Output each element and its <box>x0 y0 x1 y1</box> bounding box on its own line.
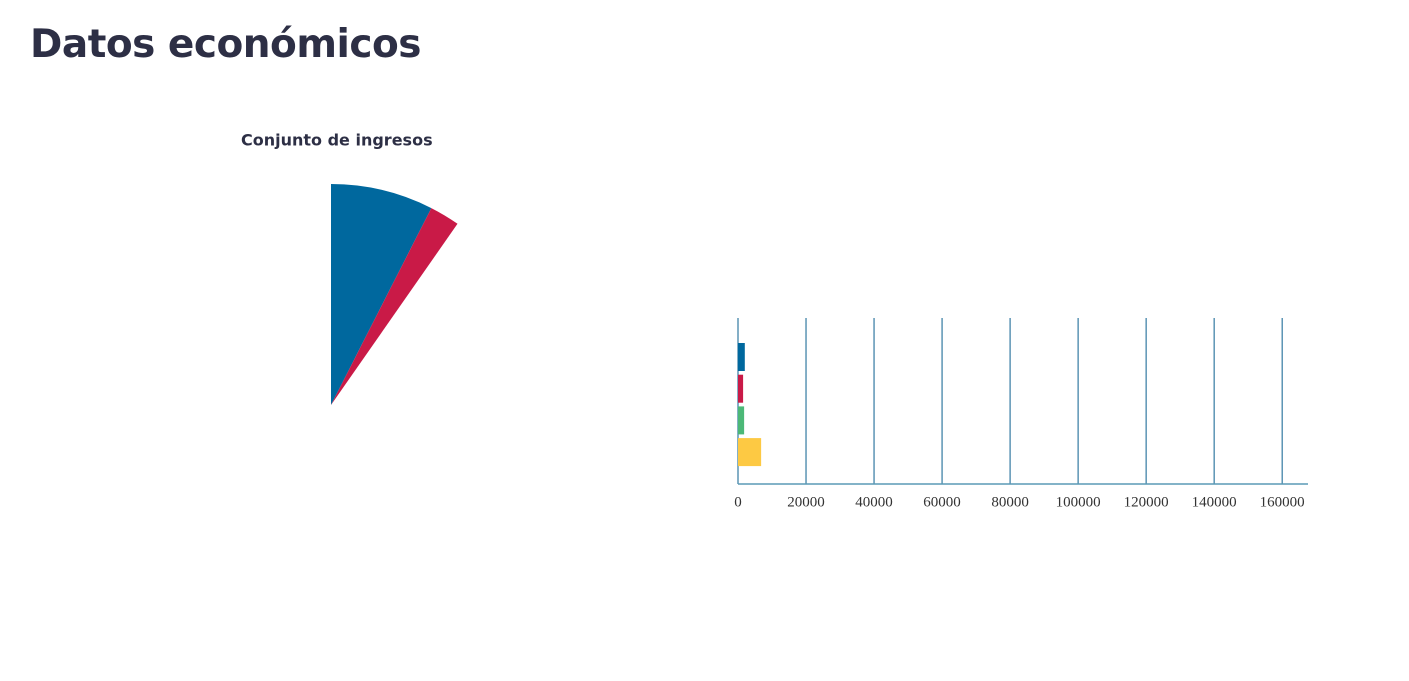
pie-slice <box>331 184 432 405</box>
page-title: Datos económicos <box>30 22 421 67</box>
x-tick-label: 0 <box>734 494 742 510</box>
bar <box>738 374 744 403</box>
x-tick-label: 20000 <box>787 494 825 510</box>
x-tick-label: 100000 <box>1056 494 1101 510</box>
x-tick-label: 40000 <box>855 494 893 510</box>
x-tick-label: 60000 <box>923 494 961 510</box>
x-tick-label: 80000 <box>991 494 1029 510</box>
x-tick-label: 160000 <box>1260 494 1305 510</box>
bar <box>738 343 745 371</box>
bar <box>738 406 745 435</box>
chart-title: Conjunto de ingresos <box>241 131 433 150</box>
x-tick-label: 140000 <box>1192 494 1237 510</box>
bar <box>738 438 762 467</box>
pie-slice <box>331 208 458 405</box>
x-tick-label: 120000 <box>1124 494 1169 510</box>
